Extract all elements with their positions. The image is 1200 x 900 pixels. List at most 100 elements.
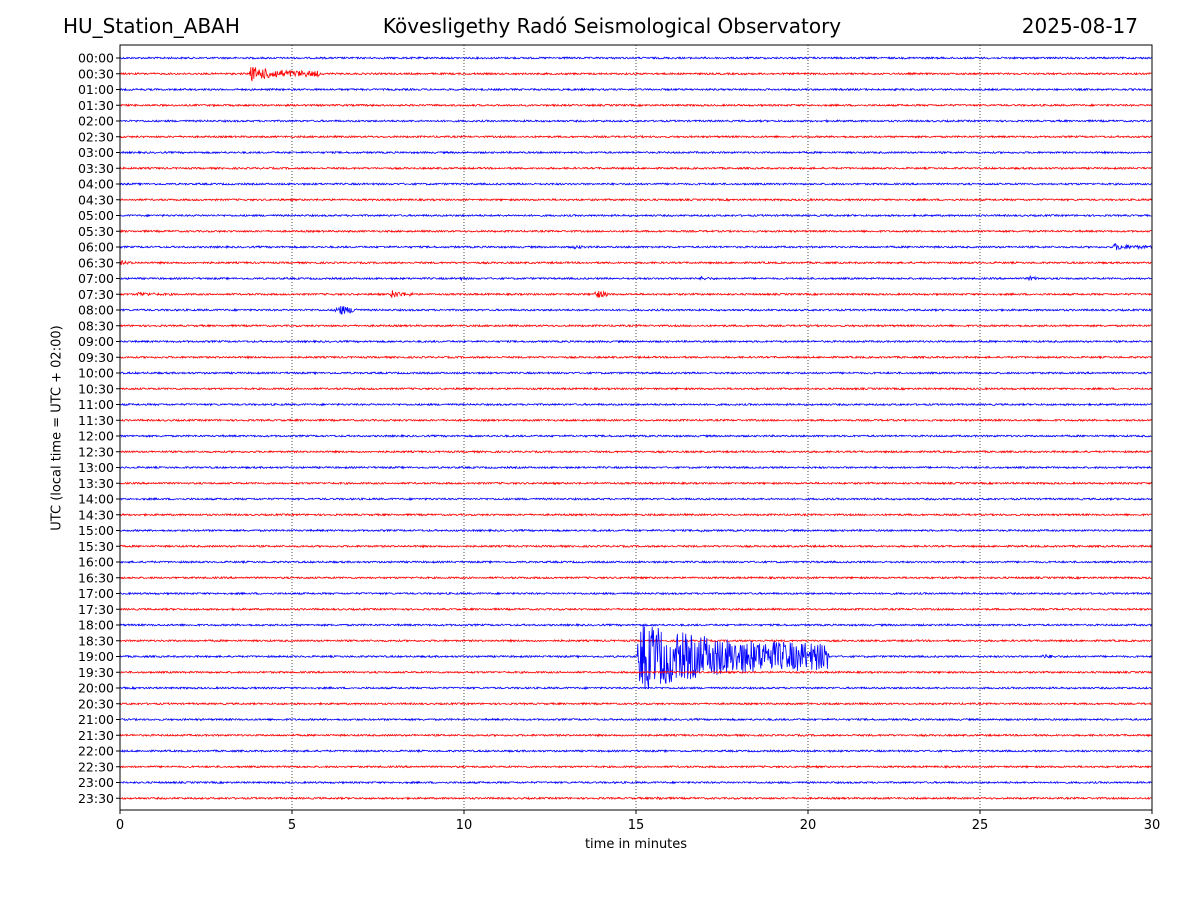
y-tick-label: 13:30 xyxy=(78,476,114,491)
trace-1230 xyxy=(119,449,1152,454)
trace-1030 xyxy=(119,386,1152,391)
y-tick-label: 15:30 xyxy=(78,539,114,554)
trace-0700 xyxy=(119,274,1152,282)
trace-1330 xyxy=(119,481,1152,486)
grid-lines xyxy=(291,45,981,810)
y-tick-label: 21:30 xyxy=(78,728,114,743)
trace-0400 xyxy=(119,182,1152,187)
trace-2100 xyxy=(119,717,1152,722)
y-tick-label: 17:30 xyxy=(78,602,114,617)
y-tick-label: 22:30 xyxy=(78,759,114,774)
trace-1800 xyxy=(119,622,1152,628)
trace-2300 xyxy=(119,780,1152,785)
trace-0730 xyxy=(119,290,1152,298)
y-tick-label: 01:30 xyxy=(78,98,114,113)
y-tick-label: 07:00 xyxy=(78,271,114,286)
trace-1430 xyxy=(119,512,1152,517)
y-tick-label: 00:30 xyxy=(78,66,114,81)
y-tick-label: 22:00 xyxy=(78,744,114,759)
trace-2030 xyxy=(119,701,1152,706)
seismogram-traces xyxy=(119,55,1152,801)
trace-1700 xyxy=(119,591,1152,596)
trace-1630 xyxy=(119,575,1152,580)
y-tick-label: 06:30 xyxy=(78,255,114,270)
y-tick-label: 03:00 xyxy=(78,145,114,160)
y-tick-label: 03:30 xyxy=(78,161,114,176)
y-tick-label: 14:00 xyxy=(78,492,114,507)
trace-1400 xyxy=(119,496,1152,502)
trace-1900 xyxy=(119,624,1152,690)
trace-1930 xyxy=(119,670,1152,675)
y-tick-label: 19:00 xyxy=(78,649,114,664)
y-tick-label: 14:30 xyxy=(78,507,114,522)
y-tick-label: 02:30 xyxy=(78,129,114,144)
y-tick-label: 10:30 xyxy=(78,381,114,396)
y-tick-label: 08:00 xyxy=(78,303,114,318)
trace-0530 xyxy=(119,229,1152,234)
trace-1600 xyxy=(119,559,1152,565)
x-tick-label: 15 xyxy=(628,818,645,833)
chart-date: 2025-08-17 xyxy=(1021,14,1138,38)
trace-2330 xyxy=(119,796,1152,801)
y-tick-label: 08:30 xyxy=(78,318,114,333)
trace-1730 xyxy=(119,607,1152,612)
trace-1300 xyxy=(119,465,1152,470)
trace-0630 xyxy=(119,260,1152,266)
y-axis-label: UTC (local time = UTC + 02:00) xyxy=(49,325,65,531)
chart-title: Kövesligethy Radó Seismological Observat… xyxy=(382,14,842,38)
trace-2230 xyxy=(119,764,1152,769)
trace-1000 xyxy=(119,370,1152,376)
x-tick-label: 30 xyxy=(1144,818,1161,833)
trace-0300 xyxy=(119,150,1152,155)
y-tick-label: 10:00 xyxy=(78,366,114,381)
y-tick-label: 06:00 xyxy=(78,240,114,255)
trace-2130 xyxy=(119,733,1152,738)
trace-1200 xyxy=(119,433,1152,439)
x-tick-label: 20 xyxy=(800,818,817,833)
trace-0430 xyxy=(119,197,1152,202)
trace-1100 xyxy=(119,402,1152,407)
y-tick-label: 23:30 xyxy=(78,791,114,806)
y-tick-label: 20:00 xyxy=(78,681,114,696)
y-tick-label: 20:30 xyxy=(78,696,114,711)
y-tick-label: 11:30 xyxy=(78,413,114,428)
y-tick-label: 01:00 xyxy=(78,82,114,97)
y-tick-label: 12:00 xyxy=(78,429,114,444)
y-tick-label: 11:00 xyxy=(78,397,114,412)
x-tick-label: 5 xyxy=(288,818,296,833)
y-tick-label: 05:30 xyxy=(78,224,114,239)
y-tick-label: 02:00 xyxy=(78,114,114,129)
y-tick-label: 13:00 xyxy=(78,460,114,475)
trace-1500 xyxy=(119,528,1152,533)
trace-1830 xyxy=(119,638,1152,643)
trace-0500 xyxy=(119,213,1152,218)
y-tick-label: 04:30 xyxy=(78,192,114,207)
y-tick-label: 04:00 xyxy=(78,177,114,192)
trace-0200 xyxy=(119,118,1152,124)
trace-0100 xyxy=(119,87,1152,92)
trace-0930 xyxy=(119,355,1152,360)
y-tick-label: 16:00 xyxy=(78,555,114,570)
x-tick-label: 25 xyxy=(972,818,989,833)
y-tick-label: 09:00 xyxy=(78,334,114,349)
plot-frame xyxy=(119,44,1153,811)
trace-0130 xyxy=(119,103,1152,108)
y-tick-labels: 00:0000:3001:0001:3002:0002:3003:0003:30… xyxy=(78,51,120,806)
y-tick-label: 12:30 xyxy=(78,444,114,459)
x-tick-labels: 0 5 10 15 20 25 30 xyxy=(116,810,1160,833)
trace-0330 xyxy=(119,166,1152,171)
y-tick-label: 00:00 xyxy=(78,51,114,66)
trace-2200 xyxy=(119,748,1152,754)
y-tick-label: 18:30 xyxy=(78,633,114,648)
trace-0600 xyxy=(119,242,1152,251)
y-tick-label: 19:30 xyxy=(78,665,114,680)
trace-0800 xyxy=(119,306,1152,315)
y-tick-label: 17:00 xyxy=(78,586,114,601)
station-name: HU_Station_ABAH xyxy=(63,14,240,38)
y-tick-label: 23:00 xyxy=(78,775,114,790)
x-tick-label: 0 xyxy=(116,818,124,833)
y-tick-label: 07:30 xyxy=(78,287,114,302)
trace-0830 xyxy=(119,323,1152,328)
trace-1530 xyxy=(119,544,1152,549)
